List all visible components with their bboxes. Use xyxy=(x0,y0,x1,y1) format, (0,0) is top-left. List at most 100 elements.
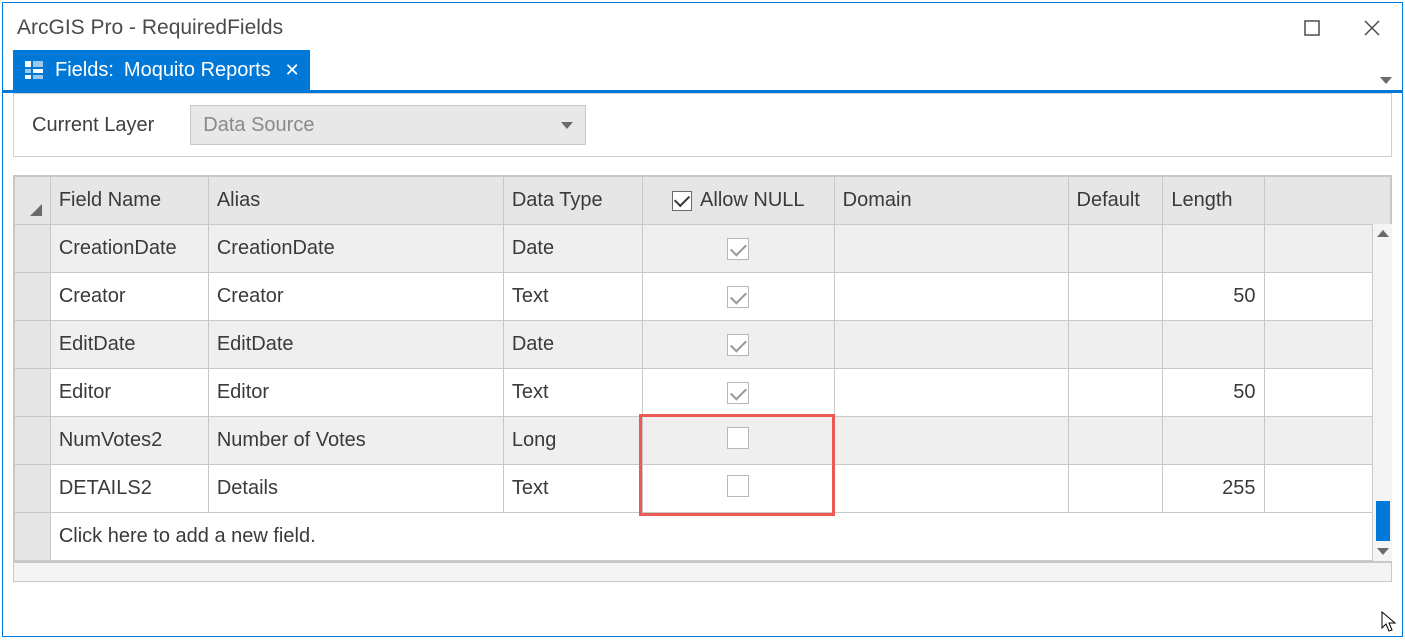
cell-default[interactable] xyxy=(1068,369,1163,417)
row-header[interactable] xyxy=(15,369,51,417)
cell-length[interactable] xyxy=(1163,417,1264,465)
cell-length[interactable]: 50 xyxy=(1163,273,1264,321)
cell-allow-null[interactable] xyxy=(642,369,834,417)
cell-data-type[interactable]: Date xyxy=(503,225,642,273)
row-header[interactable] xyxy=(15,417,51,465)
header-field-name[interactable]: Field Name xyxy=(50,177,208,225)
cell-field-name[interactable]: NumVotes2 xyxy=(50,417,208,465)
row-header-corner[interactable] xyxy=(15,177,51,225)
cell-allow-null[interactable] xyxy=(642,321,834,369)
table-row[interactable]: DETAILS2DetailsText 255 xyxy=(15,465,1391,513)
cell-alias[interactable]: Creator xyxy=(208,273,503,321)
layer-toolbar: Current Layer Data Source xyxy=(13,93,1392,157)
cell-domain[interactable] xyxy=(834,369,1068,417)
new-field-row[interactable]: Click here to add a new field. xyxy=(15,513,1391,561)
header-default[interactable]: Default xyxy=(1068,177,1163,225)
scroll-up-icon[interactable] xyxy=(1377,230,1389,237)
allow-null-checkbox[interactable] xyxy=(727,286,749,308)
cell-default[interactable] xyxy=(1068,225,1163,273)
current-layer-label: Current Layer xyxy=(32,114,154,137)
cell-alias[interactable]: Details xyxy=(208,465,503,513)
cell-domain[interactable] xyxy=(834,321,1068,369)
cell-allow-null[interactable] xyxy=(642,225,834,273)
header-domain[interactable]: Domain xyxy=(834,177,1068,225)
cell-field-name[interactable]: Creator xyxy=(50,273,208,321)
app-window: ArcGIS Pro - RequiredFields xyxy=(2,2,1403,637)
cell-allow-null[interactable] xyxy=(642,465,834,513)
cell-domain[interactable] xyxy=(834,417,1068,465)
row-header[interactable] xyxy=(15,513,51,561)
cell-length[interactable] xyxy=(1163,225,1264,273)
scroll-down-icon[interactable] xyxy=(1377,548,1389,555)
tab-fields[interactable]: Fields: Moquito Reports ✕ xyxy=(13,50,310,90)
fields-grid: Field Name Alias Data Type Allow NULL Do… xyxy=(13,175,1392,562)
cursor-icon xyxy=(1381,611,1399,633)
cell-alias[interactable]: Number of Votes xyxy=(208,417,503,465)
allow-null-checkbox[interactable] xyxy=(727,334,749,356)
cell-default[interactable] xyxy=(1068,465,1163,513)
table-row[interactable]: CreatorCreatorText50 xyxy=(15,273,1391,321)
cell-data-type[interactable]: Text xyxy=(503,369,642,417)
row-header[interactable] xyxy=(15,225,51,273)
cell-default[interactable] xyxy=(1068,321,1163,369)
window-title: ArcGIS Pro - RequiredFields xyxy=(17,16,283,40)
allow-null-checkbox[interactable] xyxy=(727,238,749,260)
tab-label-prefix: Fields: xyxy=(55,59,114,82)
horizontal-scrollbar[interactable] xyxy=(13,562,1392,582)
cell-data-type[interactable]: Text xyxy=(503,465,642,513)
row-header[interactable] xyxy=(15,273,51,321)
cell-field-name[interactable]: Editor xyxy=(50,369,208,417)
row-header[interactable] xyxy=(15,321,51,369)
title-bar: ArcGIS Pro - RequiredFields xyxy=(3,3,1402,53)
cell-default[interactable] xyxy=(1068,273,1163,321)
allow-null-checkbox[interactable] xyxy=(727,475,749,497)
cell-field-name[interactable]: DETAILS2 xyxy=(50,465,208,513)
allow-null-checkbox[interactable] xyxy=(727,427,749,449)
cell-data-type[interactable]: Long xyxy=(503,417,642,465)
new-field-label[interactable]: Click here to add a new field. xyxy=(50,513,1390,561)
cell-domain[interactable] xyxy=(834,465,1068,513)
allow-null-checkbox[interactable] xyxy=(727,382,749,404)
header-allow-null[interactable]: Allow NULL xyxy=(642,177,834,225)
cell-domain[interactable] xyxy=(834,225,1068,273)
maximize-icon xyxy=(1304,20,1320,36)
header-tail xyxy=(1264,177,1391,225)
cell-allow-null[interactable] xyxy=(642,417,834,465)
fields-icon xyxy=(23,59,45,81)
cell-length[interactable]: 50 xyxy=(1163,369,1264,417)
close-button[interactable] xyxy=(1342,3,1402,53)
cell-alias[interactable]: Editor xyxy=(208,369,503,417)
table-row[interactable]: CreationDateCreationDateDate xyxy=(15,225,1391,273)
cell-length[interactable]: 255 xyxy=(1163,465,1264,513)
row-header[interactable] xyxy=(15,465,51,513)
table-row[interactable]: EditDateEditDateDate xyxy=(15,321,1391,369)
tab-label-name: Moquito Reports xyxy=(124,59,271,82)
cell-alias[interactable]: CreationDate xyxy=(208,225,503,273)
data-source-select[interactable]: Data Source xyxy=(190,105,586,145)
tab-strip: Fields: Moquito Reports ✕ xyxy=(3,53,1402,93)
vertical-scrollbar[interactable] xyxy=(1372,224,1392,561)
cell-alias[interactable]: EditDate xyxy=(208,321,503,369)
scroll-thumb[interactable] xyxy=(1376,501,1390,541)
cell-allow-null[interactable] xyxy=(642,273,834,321)
cell-length[interactable] xyxy=(1163,321,1264,369)
header-alias[interactable]: Alias xyxy=(208,177,503,225)
cell-domain[interactable] xyxy=(834,273,1068,321)
cell-field-name[interactable]: EditDate xyxy=(50,321,208,369)
header-allow-null-label: Allow NULL xyxy=(700,189,804,212)
cell-data-type[interactable]: Text xyxy=(503,273,642,321)
allow-null-header-checkbox[interactable] xyxy=(672,191,692,211)
maximize-button[interactable] xyxy=(1282,3,1342,53)
cell-field-name[interactable]: CreationDate xyxy=(50,225,208,273)
header-length[interactable]: Length xyxy=(1163,177,1264,225)
table-row[interactable]: EditorEditorText50 xyxy=(15,369,1391,417)
tab-close-icon[interactable]: ✕ xyxy=(285,60,300,81)
chevron-down-icon xyxy=(561,122,573,129)
table-row[interactable]: NumVotes2Number of VotesLong xyxy=(15,417,1391,465)
data-source-value: Data Source xyxy=(203,114,314,137)
tabstrip-menu-icon[interactable] xyxy=(1380,77,1392,84)
window-controls xyxy=(1282,3,1402,53)
cell-default[interactable] xyxy=(1068,417,1163,465)
header-data-type[interactable]: Data Type xyxy=(503,177,642,225)
cell-data-type[interactable]: Date xyxy=(503,321,642,369)
